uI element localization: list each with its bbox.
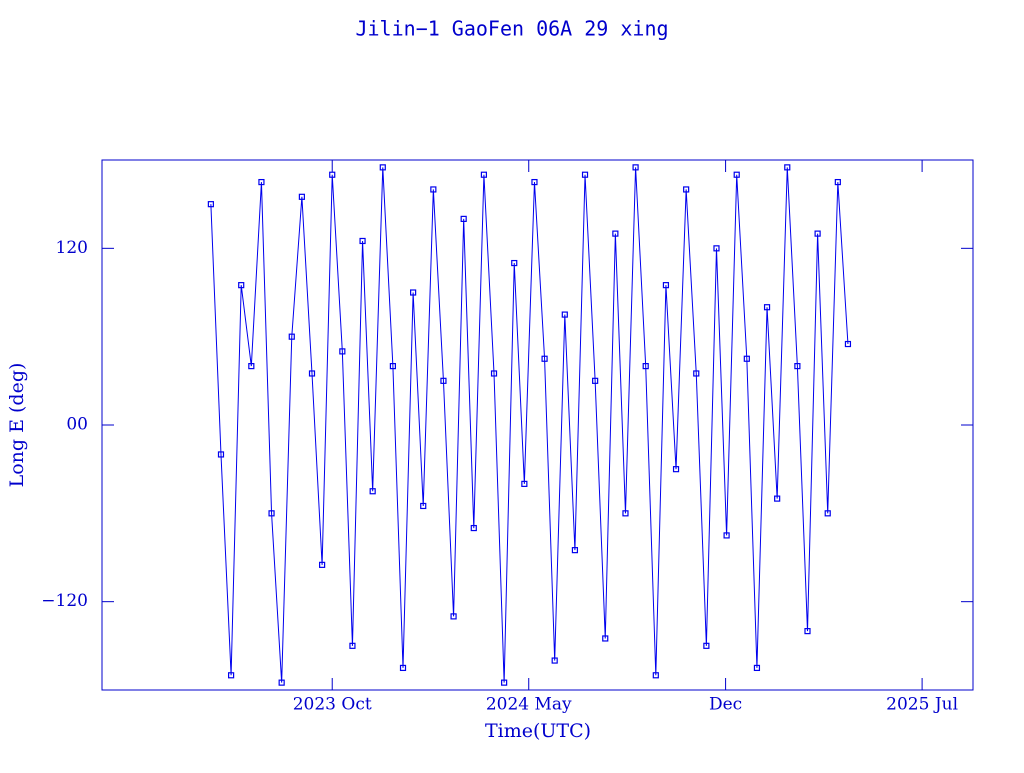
data-point (571, 547, 579, 554)
data-point (258, 178, 265, 186)
data-point (683, 186, 690, 193)
data-point (652, 672, 659, 679)
data-point (217, 451, 225, 458)
data-point (359, 237, 366, 245)
data-point (662, 282, 670, 289)
data-point (794, 363, 801, 370)
data-point (672, 466, 680, 473)
data-point (349, 642, 356, 649)
data-point (227, 672, 235, 679)
x-tick-label: 2024 May (486, 695, 572, 715)
data-point (420, 502, 427, 510)
data-point (632, 164, 639, 171)
data-point (561, 311, 568, 318)
data-point (339, 348, 346, 355)
data-point (440, 377, 447, 384)
data-point (399, 664, 407, 672)
data-point (753, 664, 761, 672)
data-point (288, 333, 295, 340)
data-point (733, 171, 740, 178)
y-tick-label: −120 (41, 591, 88, 611)
data-point (511, 259, 518, 267)
data-point (834, 178, 841, 186)
data-point (551, 657, 558, 664)
data-point (703, 642, 710, 649)
x-tick-label: Dec (709, 695, 742, 715)
data-line (210, 167, 849, 683)
data-point (612, 230, 619, 237)
data-point (329, 171, 336, 178)
data-point (470, 524, 477, 532)
data-point (460, 215, 467, 222)
data-point (319, 561, 326, 568)
data-point (308, 370, 316, 377)
data-point (763, 304, 771, 311)
data-point (642, 363, 649, 370)
data-point (298, 193, 305, 200)
data-point (743, 355, 750, 362)
data-point (784, 164, 791, 171)
data-point (521, 480, 528, 487)
x-tick-label: 2025 Jul (886, 695, 958, 715)
chart-title: Jilin−1 GaoFen 06A 29 xing (355, 17, 668, 41)
data-point (389, 363, 396, 370)
data-point (278, 679, 285, 686)
data-point (602, 635, 609, 642)
data-point (592, 377, 599, 384)
data-point (824, 510, 831, 517)
data-point (713, 245, 720, 252)
data-point (531, 178, 538, 186)
data-point (774, 495, 781, 502)
data-point (430, 186, 437, 193)
y-axis-label: Long E (deg) (6, 363, 28, 488)
data-point (622, 510, 629, 517)
data-point (268, 510, 275, 517)
data-point (369, 488, 376, 495)
data-point (723, 532, 730, 539)
data-point (379, 164, 386, 171)
data-point (490, 370, 498, 377)
x-tick-label: 2023 Oct (293, 695, 372, 715)
data-point (501, 679, 508, 686)
data-point (207, 201, 214, 208)
data-point (804, 628, 811, 635)
data-point (450, 613, 457, 620)
data-point (480, 171, 488, 178)
data-point (238, 282, 245, 289)
data-point (844, 340, 852, 348)
x-axis-label: Time(UTC) (485, 720, 591, 742)
data-point (581, 171, 589, 178)
data-point (693, 370, 700, 377)
data-point (814, 230, 821, 237)
y-tick-label: 120 (56, 238, 88, 258)
y-tick-label: 00 (66, 415, 88, 435)
data-point (248, 363, 255, 370)
data-point (410, 289, 417, 296)
data-point (541, 355, 548, 362)
